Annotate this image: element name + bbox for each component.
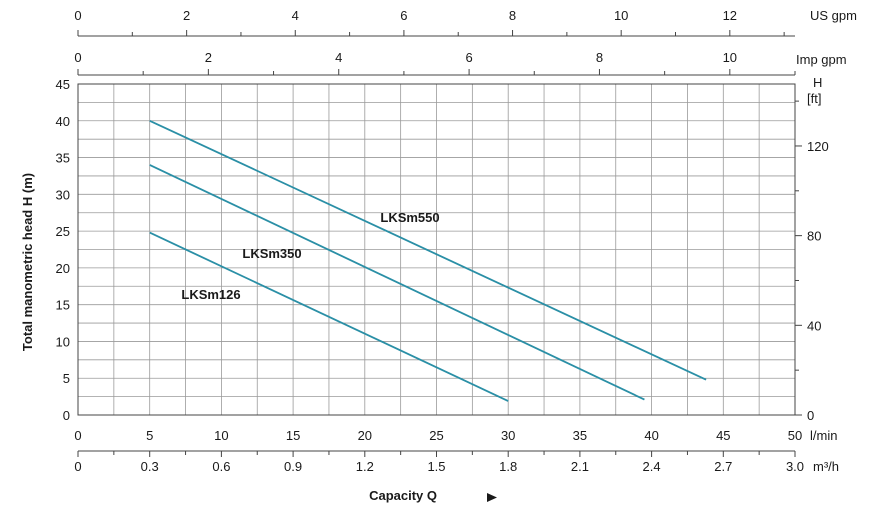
x-tick-label: 30 xyxy=(501,428,515,443)
imp-gpm-tick-label: 10 xyxy=(723,50,737,65)
y-tick-label: 25 xyxy=(56,224,70,239)
m3h-tick-label: 2.1 xyxy=(571,459,589,474)
us-gpm-tick-label: 12 xyxy=(723,8,737,23)
x-unit-label: l/min xyxy=(810,428,837,443)
x-tick-label: 15 xyxy=(286,428,300,443)
m3h-tick-label: 2.7 xyxy=(714,459,732,474)
series-line-lksm550 xyxy=(149,119,707,381)
x-axis-arrow-icon xyxy=(487,493,497,502)
ft-axis-label-unit: [ft] xyxy=(807,91,821,106)
ft-tick-label: 80 xyxy=(807,229,821,244)
m3h-tick-label: 1.5 xyxy=(427,459,445,474)
m3h-tick-label: 1.8 xyxy=(499,459,517,474)
series-label-lksm350: LKSm350 xyxy=(242,246,301,261)
ft-axis-label: H xyxy=(813,75,822,90)
ft-tick-label: 120 xyxy=(807,139,829,154)
m3h-axis-label: m³/h xyxy=(813,459,839,474)
ft-tick-label: 0 xyxy=(807,408,814,423)
m3h-tick-label: 0 xyxy=(74,459,81,474)
us-gpm-tick-label: 4 xyxy=(292,8,299,23)
y-tick-label: 15 xyxy=(56,298,70,313)
m3h-tick-label: 0.6 xyxy=(212,459,230,474)
x-axis-title: Capacity Q xyxy=(369,488,437,503)
imp-gpm-tick-label: 4 xyxy=(335,50,342,65)
x-tick-label: 45 xyxy=(716,428,730,443)
x-tick-label: 35 xyxy=(573,428,587,443)
imp-gpm-tick-label: 0 xyxy=(74,50,81,65)
y-tick-label: 0 xyxy=(63,408,70,423)
imp-gpm-tick-label: 8 xyxy=(596,50,603,65)
imp-gpm-tick-label: 6 xyxy=(465,50,472,65)
x-tick-label: 50 xyxy=(788,428,802,443)
m3h-tick-label: 1.2 xyxy=(356,459,374,474)
ft-tick-label: 40 xyxy=(807,318,821,333)
x-tick-label: 10 xyxy=(214,428,228,443)
series-line-lksm126 xyxy=(149,231,509,402)
y-tick-label: 30 xyxy=(56,187,70,202)
y-tick-label: 5 xyxy=(63,371,70,386)
x-tick-label: 20 xyxy=(358,428,372,443)
us-gpm-tick-label: 10 xyxy=(614,8,628,23)
m3h-tick-label: 3.0 xyxy=(786,459,804,474)
us-gpm-tick-label: 6 xyxy=(400,8,407,23)
y-tick-label: 45 xyxy=(56,77,70,92)
us-gpm-tick-label: 8 xyxy=(509,8,516,23)
us-gpm-tick-label: 0 xyxy=(74,8,81,23)
x-tick-label: 40 xyxy=(644,428,658,443)
m3h-tick-label: 2.4 xyxy=(643,459,661,474)
x-tick-label: 25 xyxy=(429,428,443,443)
series-label-lksm126: LKSm126 xyxy=(181,287,240,302)
x-tick-label: 0 xyxy=(74,428,81,443)
plot-frame xyxy=(77,83,796,416)
y-tick-label: 20 xyxy=(56,261,70,276)
series-line-lksm350 xyxy=(149,164,645,401)
imp-gpm-tick-label: 2 xyxy=(205,50,212,65)
y-tick-label: 10 xyxy=(56,334,70,349)
us-gpm-axis-label: US gpm xyxy=(810,8,857,23)
y-tick-label: 35 xyxy=(56,151,70,166)
imp-gpm-axis-label: Imp gpm xyxy=(796,52,847,67)
series-label-lksm550: LKSm550 xyxy=(380,210,439,225)
x-tick-label: 5 xyxy=(146,428,153,443)
m3h-tick-label: 0.9 xyxy=(284,459,302,474)
us-gpm-tick-label: 2 xyxy=(183,8,190,23)
y-axis-title: Total manometric head H (m) xyxy=(20,173,35,351)
y-tick-label: 40 xyxy=(56,114,70,129)
m3h-tick-label: 0.3 xyxy=(141,459,159,474)
